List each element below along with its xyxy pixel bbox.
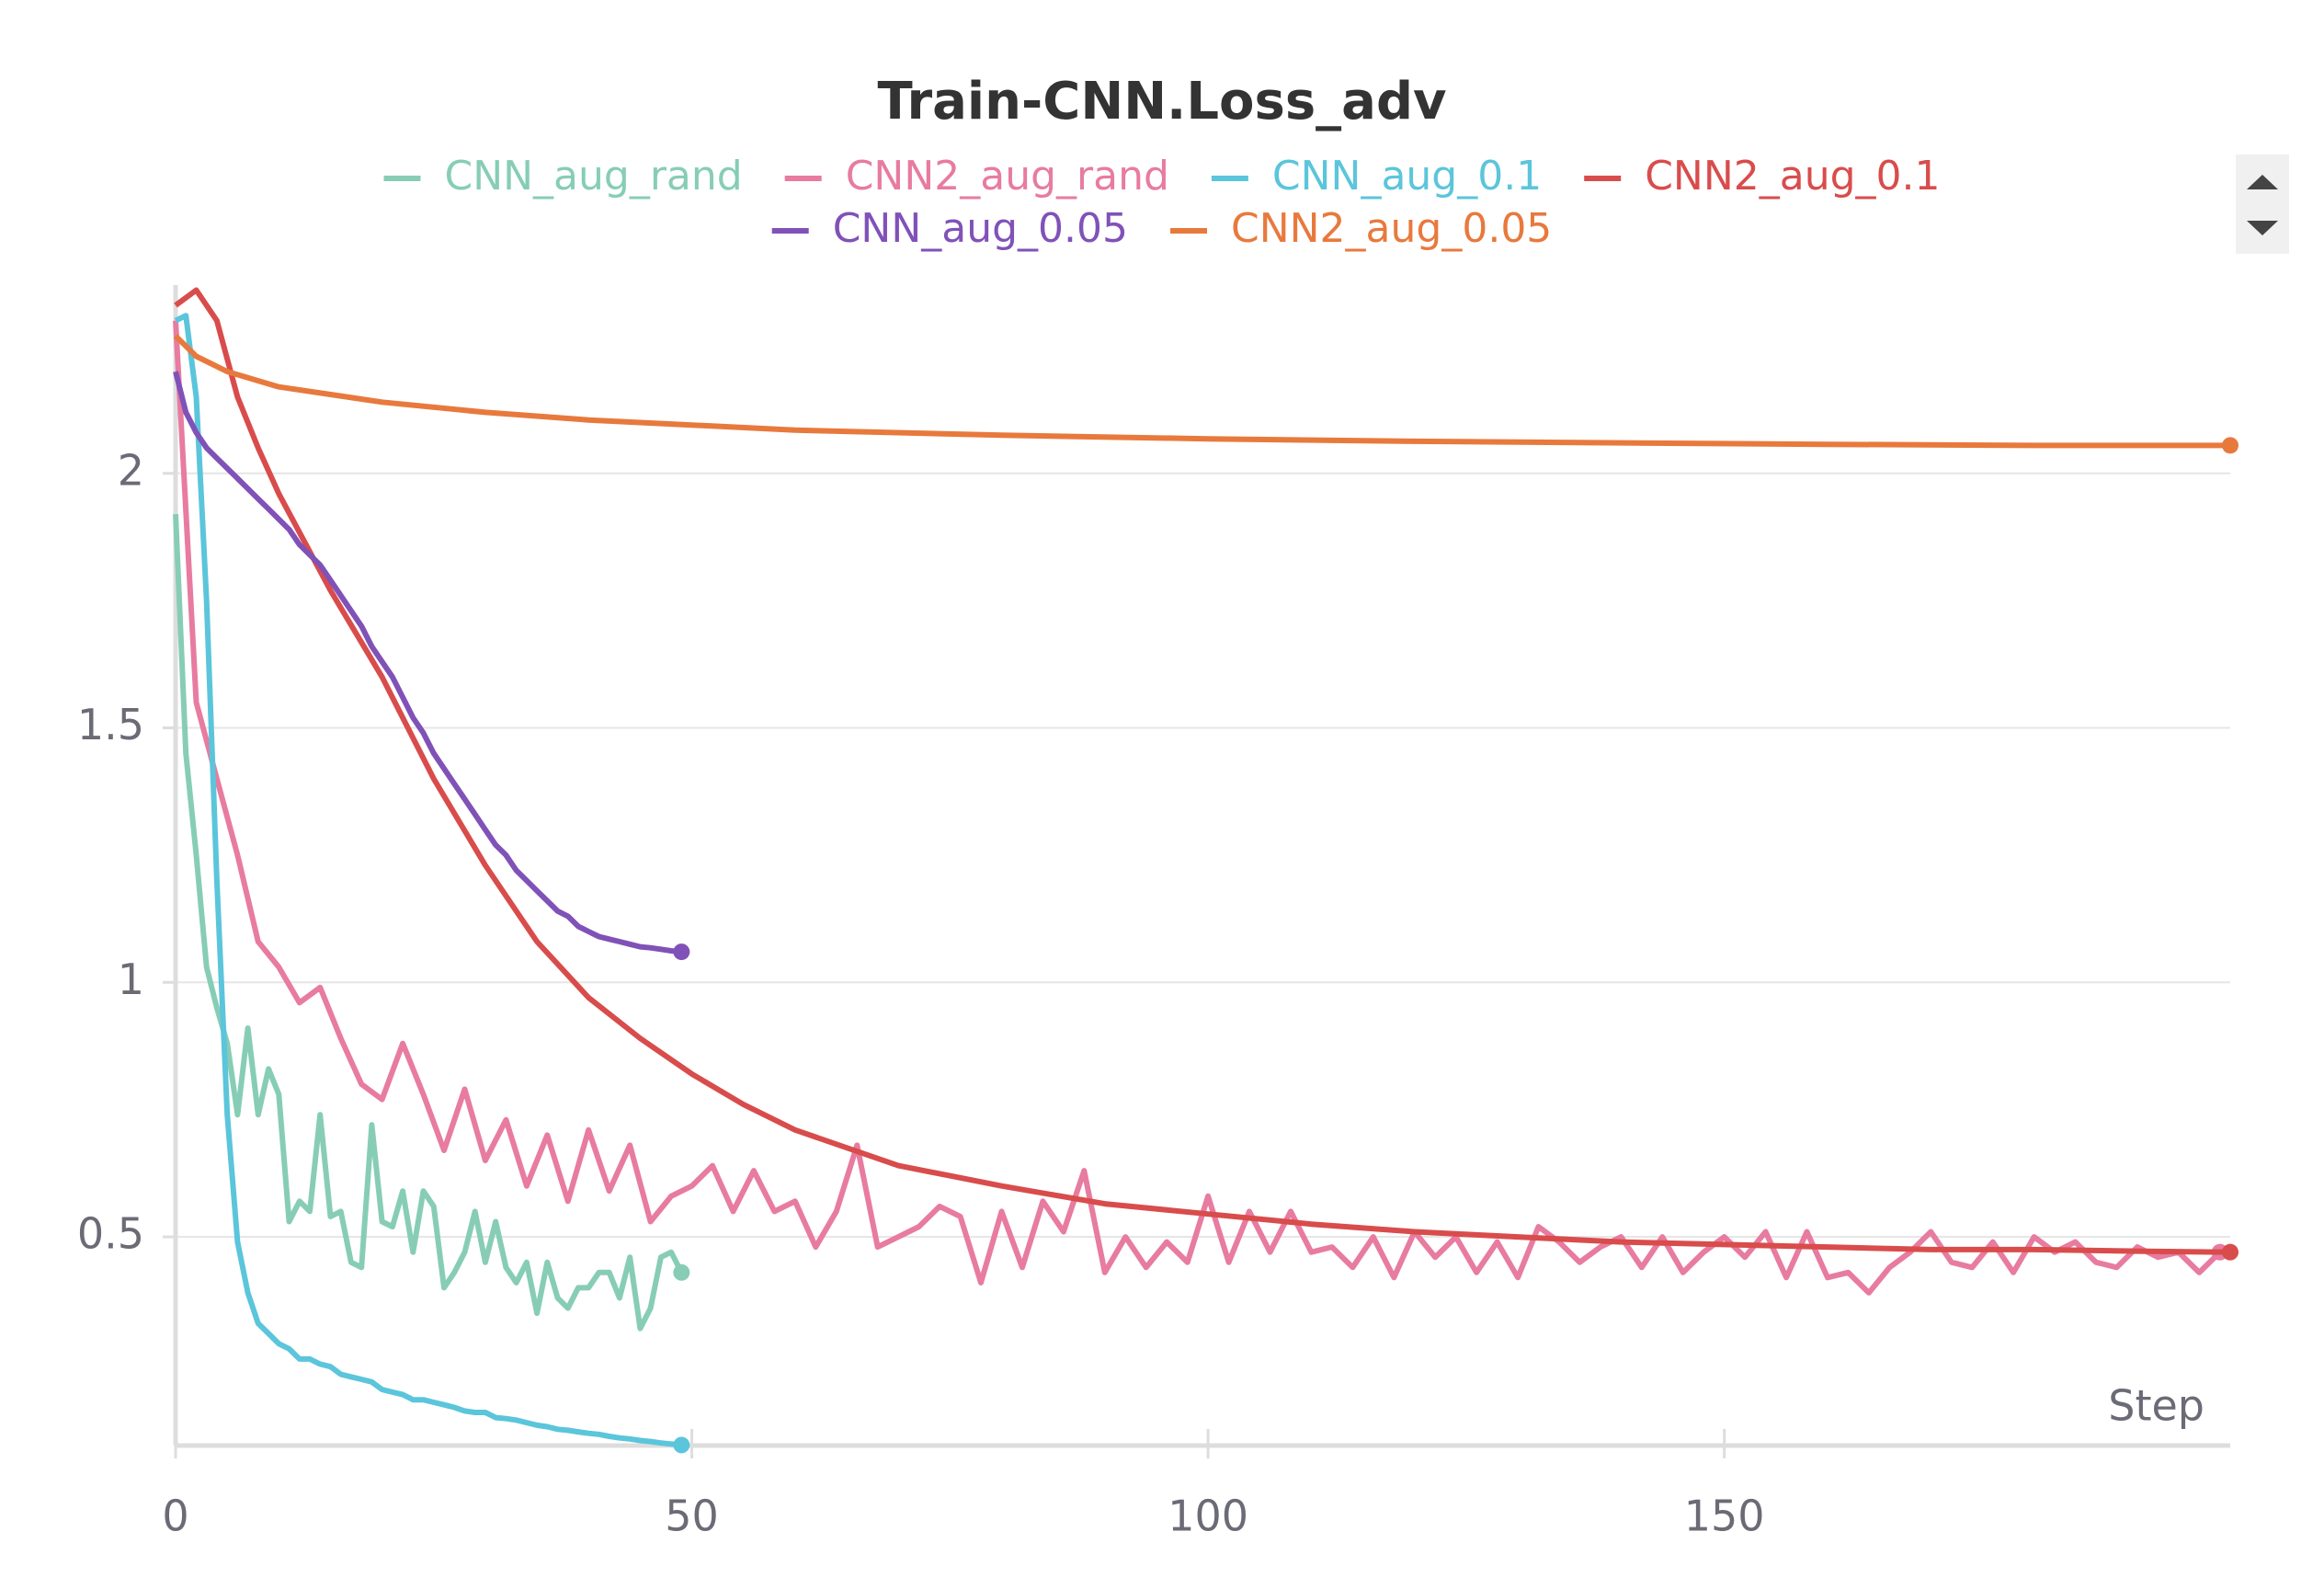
end-point	[2222, 437, 2239, 454]
legend-label: CNN2_aug_0.1	[1645, 153, 1940, 200]
legend-label: CNN2_aug_rand	[846, 153, 1169, 200]
x-tick-label: 0	[162, 1492, 188, 1541]
scroll-up[interactable]	[2247, 175, 2278, 189]
x-tick-label: 150	[1684, 1492, 1765, 1541]
end-point	[673, 1263, 690, 1281]
legend-label: CNN2_aug_0.05	[1231, 205, 1552, 252]
x-axis-label: Step	[2108, 1381, 2204, 1431]
series-line	[173, 513, 684, 1332]
series-line	[174, 313, 682, 1448]
x-tick-label: 50	[665, 1492, 719, 1541]
end-point	[673, 1436, 690, 1454]
legend-label: CNN_aug_rand	[444, 153, 742, 200]
y-tick-label: 1.5	[77, 700, 144, 749]
legend-item: CNN_aug_rand	[383, 153, 743, 200]
legend-item: CNN_aug_0.05	[771, 205, 1128, 252]
legend-item: CNN2_aug_rand	[784, 153, 1169, 200]
scroll-box	[2236, 154, 2289, 254]
legend-item: CNN2_aug_0.1	[1584, 153, 1941, 200]
series-line	[173, 371, 682, 955]
series-line	[173, 334, 2230, 449]
legend-item: CNN_aug_0.1	[1211, 153, 1542, 200]
y-tick-label: 1	[118, 955, 144, 1004]
end-point	[673, 943, 690, 961]
series-line	[173, 320, 2222, 1296]
legend-label: CNN_aug_0.05	[833, 205, 1128, 252]
y-tick-label: 0.5	[77, 1209, 144, 1259]
legend-scroll[interactable]	[2236, 154, 2289, 254]
legend-item: CNN2_aug_0.05	[1170, 205, 1552, 252]
x-tick-label: 100	[1168, 1492, 1248, 1541]
legend-label: CNN_aug_0.1	[1272, 153, 1542, 200]
y-tick-label: 2	[118, 445, 144, 495]
end-point	[2222, 1243, 2239, 1261]
series-line	[174, 287, 2231, 1255]
scroll-down[interactable]	[2247, 221, 2278, 235]
chart-title: Train-CNN.Loss_adv	[877, 72, 1446, 131]
